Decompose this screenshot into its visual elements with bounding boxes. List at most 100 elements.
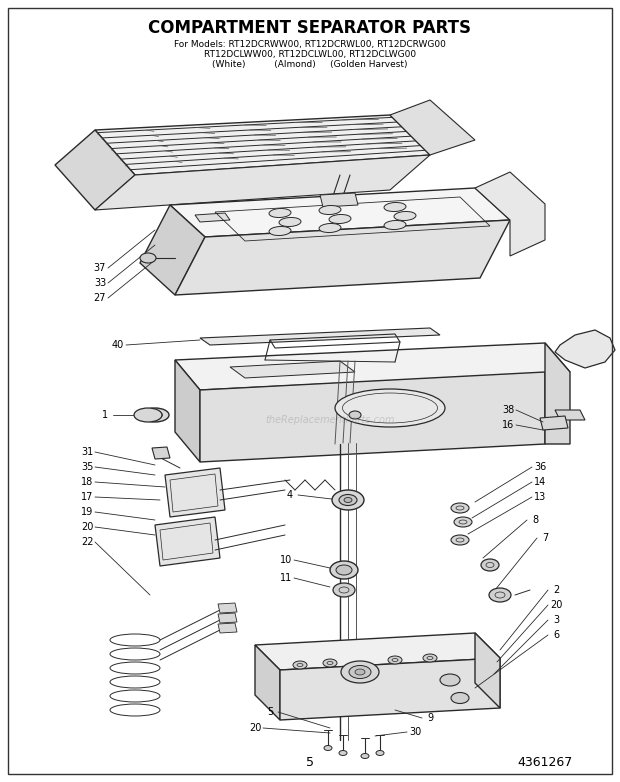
Polygon shape [95, 115, 430, 175]
Ellipse shape [451, 693, 469, 704]
Ellipse shape [341, 661, 379, 683]
Text: 16: 16 [502, 420, 514, 430]
Text: 4361267: 4361267 [517, 755, 573, 769]
Polygon shape [95, 155, 430, 210]
Text: 30: 30 [409, 727, 421, 737]
Ellipse shape [140, 253, 156, 263]
Text: 19: 19 [81, 507, 93, 517]
Text: 8: 8 [532, 515, 538, 525]
Polygon shape [170, 188, 510, 237]
Text: 7: 7 [542, 533, 548, 543]
Text: 35: 35 [81, 462, 93, 472]
Text: RT12DCLWW00, RT12DCLWL00, RT12DCLWG00: RT12DCLWW00, RT12DCLWL00, RT12DCLWG00 [204, 49, 416, 59]
Ellipse shape [319, 224, 341, 232]
Ellipse shape [388, 656, 402, 664]
Ellipse shape [451, 503, 469, 513]
Ellipse shape [440, 674, 460, 686]
Polygon shape [545, 343, 570, 444]
Polygon shape [280, 658, 500, 720]
Polygon shape [175, 220, 510, 295]
Text: 9: 9 [427, 713, 433, 723]
Polygon shape [165, 468, 225, 517]
Text: 17: 17 [81, 492, 93, 502]
Polygon shape [195, 213, 230, 222]
Text: 4: 4 [287, 490, 293, 500]
Ellipse shape [454, 517, 472, 527]
Polygon shape [555, 330, 615, 368]
Polygon shape [175, 343, 570, 390]
Polygon shape [255, 645, 280, 720]
Text: 11: 11 [280, 573, 292, 583]
Ellipse shape [451, 535, 469, 545]
Ellipse shape [344, 497, 352, 503]
Text: 27: 27 [94, 293, 106, 303]
Text: 1: 1 [102, 410, 108, 420]
Polygon shape [200, 372, 545, 462]
Text: 38: 38 [502, 405, 514, 415]
Polygon shape [320, 193, 358, 207]
Text: 5: 5 [306, 755, 314, 769]
Text: 3: 3 [553, 615, 559, 625]
Text: 2: 2 [553, 585, 559, 595]
Polygon shape [230, 361, 355, 378]
Text: 31: 31 [81, 447, 93, 457]
Ellipse shape [349, 665, 371, 679]
Ellipse shape [319, 206, 341, 214]
Ellipse shape [481, 559, 499, 571]
Ellipse shape [323, 659, 337, 667]
Ellipse shape [269, 209, 291, 217]
Polygon shape [475, 172, 545, 256]
Ellipse shape [394, 211, 416, 221]
Ellipse shape [361, 754, 369, 759]
Ellipse shape [423, 654, 437, 662]
Polygon shape [175, 360, 200, 462]
Text: 40: 40 [112, 340, 124, 350]
Text: 5: 5 [267, 707, 273, 717]
Polygon shape [218, 613, 237, 623]
Polygon shape [540, 416, 568, 430]
Text: 18: 18 [81, 477, 93, 487]
Ellipse shape [384, 221, 406, 230]
Ellipse shape [349, 411, 361, 419]
Text: 33: 33 [94, 278, 106, 288]
Text: theReplacementParts.com: theReplacementParts.com [265, 415, 395, 425]
Ellipse shape [332, 490, 364, 510]
Text: For Models: RT12DCRWW00, RT12DCRWL00, RT12DCRWG00: For Models: RT12DCRWW00, RT12DCRWL00, RT… [174, 40, 446, 48]
Text: 20: 20 [550, 600, 562, 610]
Text: 13: 13 [534, 492, 546, 502]
Polygon shape [55, 130, 135, 210]
Text: 20: 20 [249, 723, 261, 733]
Text: 6: 6 [553, 630, 559, 640]
Text: (White)          (Almond)     (Golden Harvest): (White) (Almond) (Golden Harvest) [212, 59, 408, 69]
Ellipse shape [376, 751, 384, 755]
Ellipse shape [339, 751, 347, 755]
Ellipse shape [339, 494, 357, 505]
Ellipse shape [134, 408, 162, 422]
Ellipse shape [384, 203, 406, 211]
Ellipse shape [355, 669, 365, 675]
Polygon shape [218, 603, 237, 613]
Ellipse shape [489, 588, 511, 602]
Polygon shape [390, 100, 475, 155]
Text: 14: 14 [534, 477, 546, 487]
Polygon shape [555, 410, 585, 420]
Text: 22: 22 [81, 537, 93, 547]
Polygon shape [200, 328, 440, 345]
Text: 10: 10 [280, 555, 292, 565]
Ellipse shape [333, 583, 355, 597]
Ellipse shape [141, 408, 169, 422]
Ellipse shape [324, 745, 332, 751]
Ellipse shape [279, 217, 301, 227]
Ellipse shape [336, 565, 352, 575]
Text: 37: 37 [94, 263, 106, 273]
Ellipse shape [293, 661, 307, 669]
Ellipse shape [330, 561, 358, 579]
Polygon shape [155, 517, 220, 566]
Ellipse shape [335, 389, 445, 427]
Polygon shape [152, 447, 170, 459]
Text: 20: 20 [81, 522, 93, 532]
Text: 36: 36 [534, 462, 546, 472]
Polygon shape [218, 623, 237, 633]
Ellipse shape [269, 227, 291, 235]
Ellipse shape [329, 214, 351, 224]
